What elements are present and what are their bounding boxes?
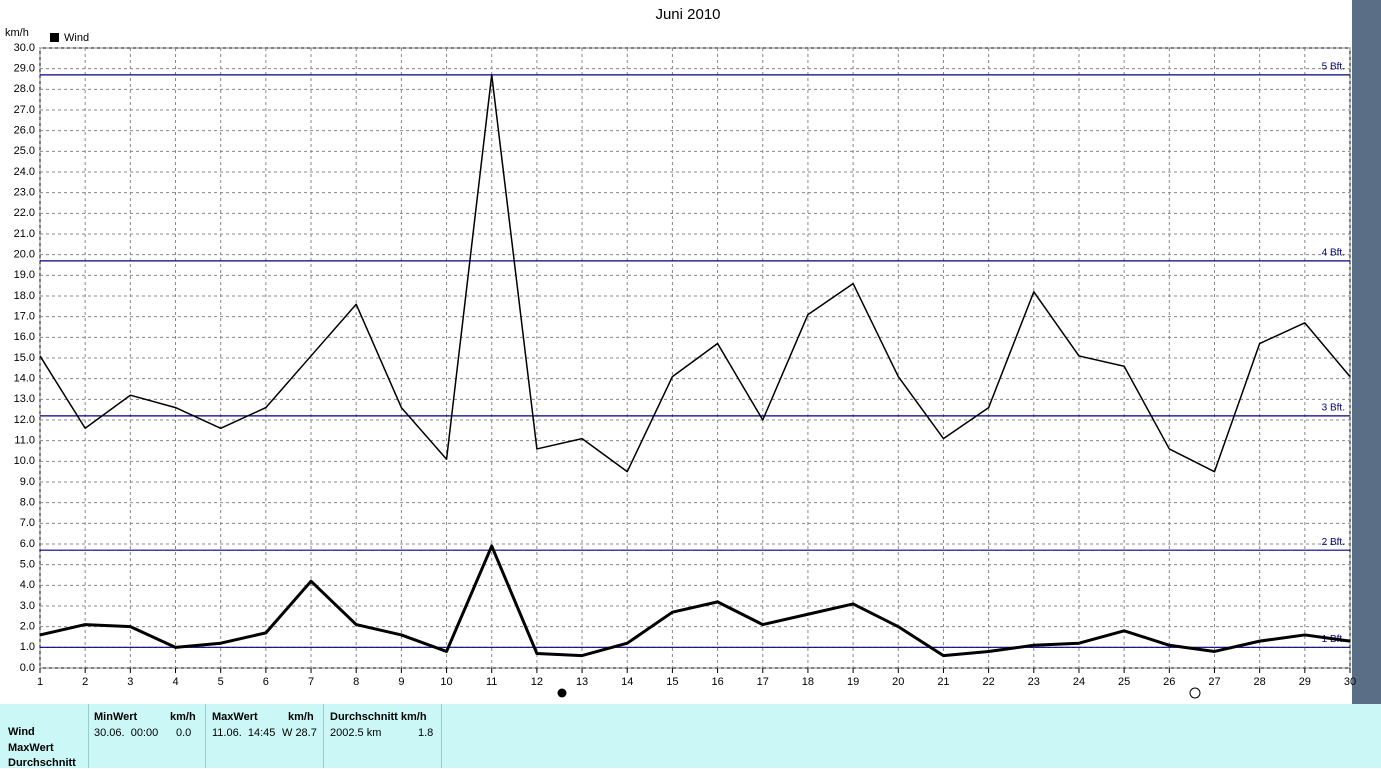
y-tick-label: 12.0 — [14, 414, 35, 426]
x-tick-label: 7 — [308, 676, 314, 688]
cell: 2002.5 km — [330, 727, 382, 739]
y-tick-label: 11.0 — [14, 435, 35, 447]
chart-title: Juni 2010 — [655, 6, 720, 23]
x-tick-label: 1 — [37, 676, 43, 688]
col-unit: km/h — [288, 711, 314, 723]
separator — [205, 704, 206, 768]
y-tick-label: 29.0 — [14, 63, 35, 75]
y-tick-label: 20.0 — [14, 249, 35, 261]
y-tick-label: 22.0 — [14, 207, 35, 219]
legend-label: Wind — [64, 32, 89, 44]
cell: 1.8 — [418, 727, 434, 739]
cell: W 28.7 — [282, 727, 317, 739]
x-tick-label: 11 — [486, 676, 497, 688]
y-tick-label: 3.0 — [20, 600, 35, 612]
y-tick-label: 1.0 — [20, 641, 35, 653]
x-tick-label: 20 — [892, 676, 904, 688]
y-tick-label: 21.0 — [14, 228, 35, 240]
separator — [323, 704, 324, 768]
x-tick-label: 30 — [1344, 676, 1356, 688]
legend-swatch — [50, 33, 59, 42]
y-tick-label: 26.0 — [14, 125, 35, 137]
y-tick-label: 13.0 — [14, 393, 35, 405]
data-line — [39, 74, 1351, 473]
moon-new — [557, 688, 567, 698]
col-header: Durchschnitt km/h — [330, 711, 427, 723]
y-tick-label: 0.0 — [20, 662, 35, 674]
y-tick-label: 24.0 — [14, 166, 35, 178]
y-tick-label: 9.0 — [20, 476, 35, 488]
x-tick-label: 18 — [802, 676, 814, 688]
x-tick-label: 21 — [937, 676, 949, 688]
y-tick-label: 19.0 — [14, 269, 35, 281]
y-tick-label: 16.0 — [14, 331, 35, 343]
y-tick-label: 6.0 — [20, 538, 35, 550]
y-tick-label: 14.0 — [14, 373, 35, 385]
x-tick-label: 23 — [1028, 676, 1040, 688]
y-tick-label: 2.0 — [20, 621, 35, 633]
y-tick-label: 7.0 — [20, 517, 35, 529]
x-tick-label: 3 — [127, 676, 133, 688]
y-tick-label: 25.0 — [14, 145, 35, 157]
x-tick-label: 8 — [353, 676, 359, 688]
x-tick-label: 22 — [982, 676, 994, 688]
cell: 0.0 — [176, 727, 192, 739]
x-tick-label: 4 — [172, 676, 178, 688]
y-tick-label: 4.0 — [20, 579, 35, 591]
y-tick-label: 27.0 — [14, 104, 35, 116]
col-header: MaxWert — [212, 711, 258, 723]
y-tick-label: 8.0 — [20, 497, 35, 509]
x-tick-label: 5 — [218, 676, 224, 688]
y-tick-label: 30.0 — [14, 42, 35, 54]
col-header: MinWert — [94, 711, 138, 723]
col-unit: km/h — [170, 711, 196, 723]
separator — [88, 704, 89, 768]
reference-label: 5 Bft. — [1322, 62, 1345, 73]
row-label: Wind — [8, 726, 35, 738]
window-edge — [1352, 0, 1381, 704]
separator — [441, 704, 442, 768]
x-tick-label: 26 — [1163, 676, 1175, 688]
y-tick-label: 28.0 — [14, 83, 35, 95]
x-tick-label: 17 — [757, 676, 769, 688]
cell: 30.06. 00:00 — [94, 727, 159, 739]
y-tick-label: 5.0 — [20, 559, 35, 571]
summary-table: Wind MaxWert Durchschnitt MinWert km/h 3… — [0, 704, 1381, 769]
chart: Juni 2010 km/h Wind 0.0 1.0 2.0 3.0 4.0 5.0 6.… — [5, 0, 1381, 704]
y-tick-label: 23.0 — [14, 187, 35, 199]
row-label: Durchschnitt — [8, 757, 76, 769]
x-tick-label: 25 — [1118, 676, 1130, 688]
cell: 11.06. 14:45 — [212, 727, 276, 739]
y-tick-label: 17.0 — [14, 311, 35, 323]
data-line — [39, 544, 1351, 658]
x-tick-label: 14 — [621, 676, 633, 688]
moon-full — [1189, 687, 1201, 699]
x-tick-label: 15 — [666, 676, 678, 688]
reference-label: 2 Bft. — [1322, 537, 1345, 548]
reference-label: 4 Bft. — [1322, 248, 1345, 259]
x-tick-label: 29 — [1299, 676, 1311, 688]
y-tick-label: 15.0 — [14, 352, 35, 364]
y-tick-label: 10.0 — [14, 455, 35, 467]
row-label: MaxWert — [8, 742, 54, 754]
x-tick-label: 2 — [82, 676, 88, 688]
x-tick-label: 12 — [531, 676, 543, 688]
x-tick-label: 6 — [263, 676, 269, 688]
x-tick-label: 28 — [1254, 676, 1266, 688]
x-tick-label: 19 — [847, 676, 859, 688]
x-tick-label: 27 — [1208, 676, 1220, 688]
x-tick-label: 10 — [440, 676, 452, 688]
x-tick-label: 9 — [398, 676, 404, 688]
x-tick-label: 24 — [1073, 676, 1085, 688]
y-tick-label: 18.0 — [14, 290, 35, 302]
x-tick-label: 13 — [576, 676, 588, 688]
y-axis-label: km/h — [5, 27, 29, 39]
x-tick-label: 16 — [711, 676, 723, 688]
reference-label: 3 Bft. — [1322, 403, 1345, 414]
